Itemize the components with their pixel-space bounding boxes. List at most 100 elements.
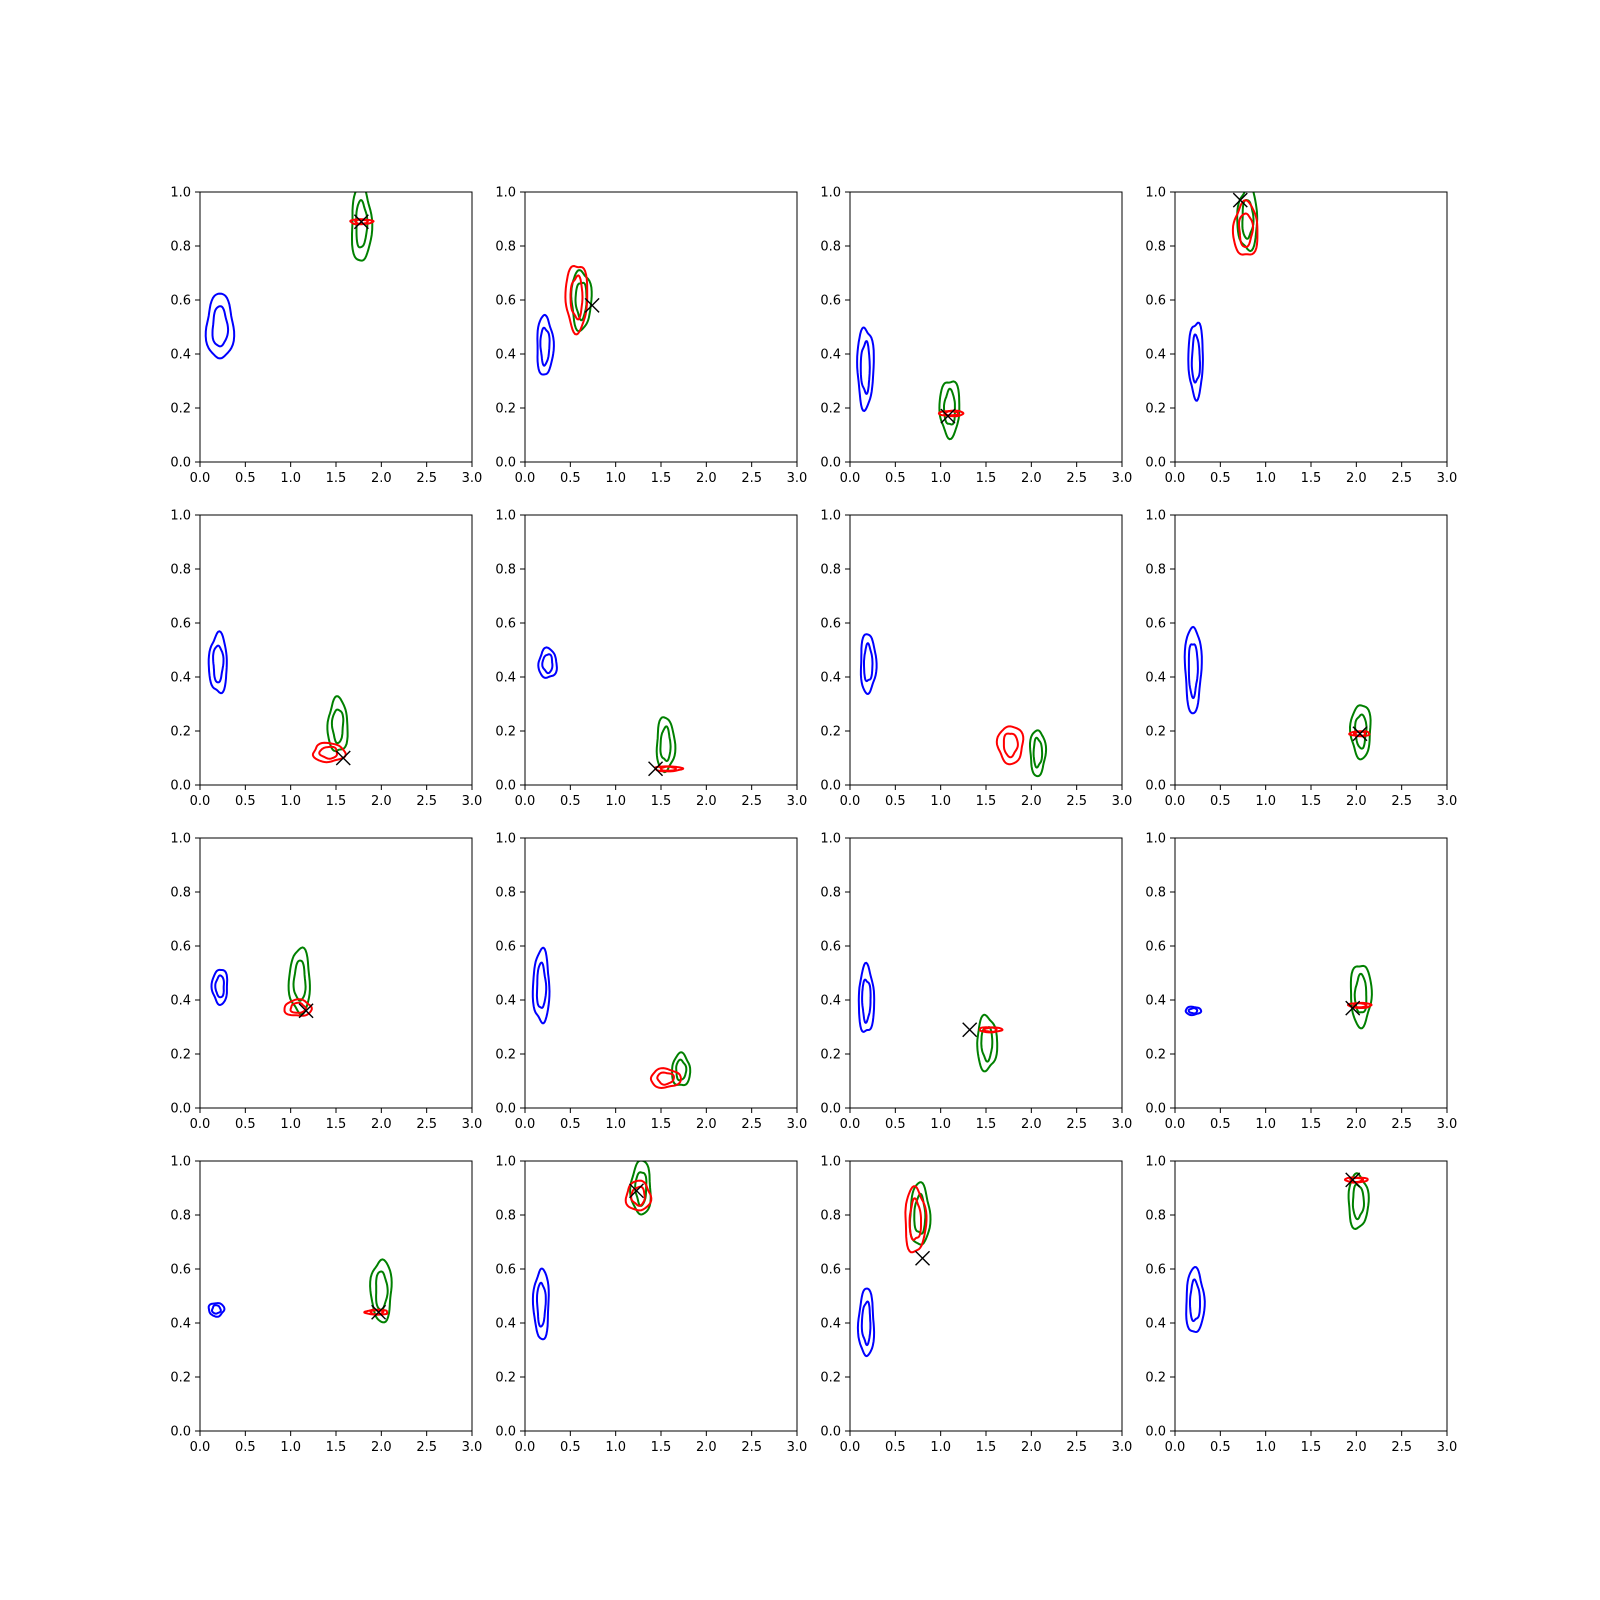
- axes-frame: [1174, 514, 1448, 786]
- axes-frame: [199, 191, 473, 463]
- blue-contour-inner: [536, 1281, 547, 1328]
- x-tick-label: 0.5: [1210, 471, 1231, 486]
- y-tick-label: 1.0: [495, 509, 516, 524]
- y-tick-label: 0.8: [170, 563, 191, 578]
- green-contour-outer: [976, 1013, 999, 1073]
- x-tick-label: 2.5: [416, 471, 437, 486]
- subplot-7: 0.0 0.5 1.0 1.5 2.0 2.5 3.0 0.0 0.2 0.4 0.6 0.8 1.0: [820, 509, 1132, 810]
- red-contour-outer: [904, 1185, 928, 1254]
- y-tick-label: 0.2: [170, 1371, 191, 1386]
- blue-contour-inner: [1187, 1007, 1199, 1015]
- x-tick-label: 1.0: [930, 794, 951, 809]
- x-tick-label: 1.0: [930, 1117, 951, 1132]
- blue-contour-inner: [860, 1300, 872, 1347]
- plot-area: [856, 326, 965, 441]
- x-marker: [1345, 1172, 1361, 1188]
- x-tick-label: 2.0: [1346, 794, 1367, 809]
- blue-contour-outer: [531, 946, 551, 1025]
- x-tick-label: 2.0: [1346, 471, 1367, 486]
- x-tick-label: 2.5: [416, 1440, 437, 1455]
- green-contour-inner: [574, 281, 588, 322]
- y-tick-label: 1.0: [820, 1155, 841, 1170]
- y-tick-label: 0.4: [495, 348, 516, 363]
- x-tick-label: 0.5: [885, 1440, 906, 1455]
- y-tick-label: 0.4: [495, 994, 516, 1009]
- x-tick-label: 1.5: [651, 1440, 672, 1455]
- subplot-2: 0.0 0.5 1.0 1.5 2.0 2.5 3.0 0.0 0.2 0.4 0.6 0.8 1.0: [495, 186, 807, 487]
- x-tick-label: 1.5: [651, 794, 672, 809]
- axes-frame: [524, 1160, 798, 1432]
- y-tick-label: 0.6: [495, 617, 516, 632]
- x-tick-label: 0.5: [235, 794, 256, 809]
- plot-area: [207, 630, 351, 766]
- x-tick-label: 1.0: [605, 1117, 626, 1132]
- x-tick-label: 3.0: [787, 1117, 808, 1132]
- y-tick-label: 0.4: [170, 671, 191, 686]
- y-tick-label: 0.2: [170, 725, 191, 740]
- y-tick-label: 0.2: [820, 1371, 841, 1386]
- x-tick-label: 2.5: [1066, 471, 1087, 486]
- green-contour-inner: [913, 1192, 927, 1235]
- green-contour-outer: [1349, 964, 1373, 1030]
- y-tick-label: 0.2: [495, 402, 516, 417]
- x-tick-label: 3.0: [462, 1440, 483, 1455]
- y-tick-label: 0.6: [495, 294, 516, 309]
- x-tick-label: 0.0: [840, 471, 861, 486]
- subplot-13: 0.0 0.5 1.0 1.5 2.0 2.5 3.0 0.0 0.2 0.4 0.6 0.8 1.0: [170, 1155, 482, 1456]
- x-tick-label: 2.5: [1391, 1440, 1412, 1455]
- plot-area: [1185, 1172, 1370, 1333]
- y-tick-label: 1.0: [170, 1155, 191, 1170]
- blue-contour-outer: [857, 961, 876, 1033]
- x-tick-label: 3.0: [462, 471, 483, 486]
- y-tick-label: 0.0: [495, 456, 516, 471]
- y-tick-label: 0.6: [820, 294, 841, 309]
- y-tick-label: 0.8: [1145, 240, 1166, 255]
- x-tick-label: 0.5: [1210, 1440, 1231, 1455]
- x-tick-label: 2.5: [1066, 794, 1087, 809]
- x-marker: [371, 1304, 387, 1320]
- y-tick-label: 0.4: [170, 348, 191, 363]
- blue-contour-outer: [537, 646, 558, 679]
- y-tick-label: 0.2: [1145, 1371, 1166, 1386]
- green-contour-outer: [351, 192, 374, 262]
- plot-area: [857, 961, 1004, 1073]
- x-tick-label: 0.0: [1165, 1117, 1186, 1132]
- y-tick-label: 0.6: [495, 940, 516, 955]
- x-tick-label: 2.5: [416, 794, 437, 809]
- blue-contour-outer: [207, 630, 228, 695]
- y-tick-label: 0.2: [495, 1048, 516, 1063]
- x-tick-label: 0.0: [515, 1117, 536, 1132]
- y-tick-label: 0.6: [1145, 294, 1166, 309]
- blue-contour-outer: [1187, 321, 1204, 402]
- x-tick-label: 1.5: [651, 1117, 672, 1132]
- blue-contour-outer: [856, 326, 875, 412]
- y-tick-label: 0.4: [170, 1317, 191, 1332]
- y-tick-label: 1.0: [1145, 186, 1166, 201]
- green-contour-outer: [629, 1161, 652, 1216]
- axes-frame: [849, 514, 1123, 786]
- x-tick-label: 0.0: [1165, 471, 1186, 486]
- x-tick-label: 1.5: [1301, 1440, 1322, 1455]
- y-tick-label: 1.0: [170, 186, 191, 201]
- subplot-3: 0.0 0.5 1.0 1.5 2.0 2.5 3.0 0.0 0.2 0.4 0.6 0.8 1.0: [820, 186, 1132, 487]
- x-tick-label: 2.5: [1066, 1117, 1087, 1132]
- green-contour-inner: [330, 708, 345, 745]
- green-contour-inner: [375, 1270, 389, 1311]
- x-tick-label: 2.0: [371, 794, 392, 809]
- subplot-6: 0.0 0.5 1.0 1.5 2.0 2.5 3.0 0.0 0.2 0.4 0.6 0.8 1.0: [495, 509, 807, 810]
- y-tick-label: 0.8: [1145, 886, 1166, 901]
- red-contour-outer: [995, 725, 1025, 766]
- subplot-16: 0.0 0.5 1.0 1.5 2.0 2.5 3.0 0.0 0.2 0.4 0.6 0.8 1.0: [1145, 1155, 1457, 1456]
- x-tick-label: 2.5: [1391, 1117, 1412, 1132]
- subplot-10: 0.0 0.5 1.0 1.5 2.0 2.5 3.0 0.0 0.2 0.4 0.6 0.8 1.0: [495, 832, 807, 1133]
- y-tick-label: 0.4: [1145, 1317, 1166, 1332]
- y-tick-label: 0.4: [820, 348, 841, 363]
- green-contour-outer: [1349, 704, 1372, 761]
- plot-area: [856, 1181, 932, 1358]
- axes-frame: [849, 1160, 1123, 1432]
- blue-contour-outer: [1183, 625, 1203, 715]
- red-contour-inner: [354, 218, 369, 225]
- x-tick-label: 2.5: [741, 1117, 762, 1132]
- x-tick-label: 0.0: [515, 471, 536, 486]
- y-tick-label: 0.4: [1145, 671, 1166, 686]
